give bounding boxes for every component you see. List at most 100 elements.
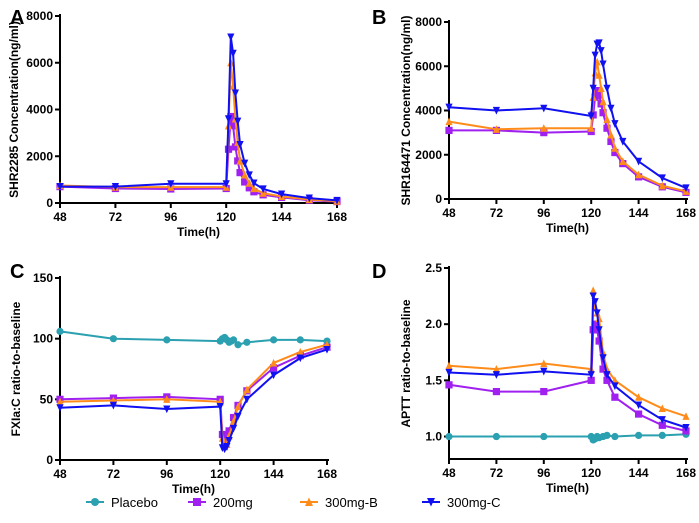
- data-point: [236, 140, 244, 149]
- data-point: [599, 97, 607, 106]
- y-tick-label: 150: [33, 271, 53, 285]
- series-300mg-c: [445, 292, 690, 432]
- series-line: [449, 87, 687, 194]
- data-point: [229, 49, 237, 58]
- data-point: [243, 338, 251, 346]
- y-tick-label: 2000: [415, 148, 442, 162]
- y-tick-label: 50: [40, 392, 54, 406]
- legend: Placebo 200mg 300mg-B 300mg-C: [86, 495, 500, 510]
- data-point: [619, 137, 627, 146]
- data-point: [492, 371, 500, 379]
- series-placebo: [56, 327, 331, 349]
- data-point: [445, 103, 453, 112]
- data-point: [163, 405, 171, 414]
- data-point: [599, 109, 607, 117]
- data-point: [234, 402, 242, 411]
- data-point: [270, 358, 278, 367]
- y-tick-label: 100: [33, 332, 53, 346]
- data-point: [540, 387, 548, 396]
- data-point: [658, 431, 666, 440]
- data-point: [603, 431, 611, 440]
- legend-marker: [193, 498, 201, 506]
- data-point: [589, 292, 597, 301]
- x-tick-label: 168: [676, 206, 696, 220]
- data-point: [229, 336, 238, 344]
- data-point: [234, 412, 242, 421]
- series-line: [448, 290, 687, 418]
- data-point: [635, 170, 643, 179]
- series-line: [59, 62, 338, 203]
- data-point: [250, 184, 258, 193]
- data-point: [234, 157, 242, 165]
- data-point: [492, 125, 500, 133]
- data-point: [658, 421, 666, 429]
- data-point: [278, 190, 286, 199]
- data-point: [658, 416, 666, 424]
- data-point: [587, 112, 595, 121]
- data-point: [599, 60, 607, 69]
- y-tick-label: 2.5: [425, 261, 442, 275]
- y-tick-label: 6000: [26, 56, 53, 70]
- series-300mg-b: [445, 286, 690, 420]
- data-point: [241, 170, 249, 179]
- data-point: [445, 432, 453, 441]
- data-point: [593, 86, 601, 95]
- data-point: [333, 196, 341, 205]
- data-point: [227, 33, 235, 42]
- series-line: [448, 295, 687, 429]
- data-point: [223, 443, 231, 451]
- x-tick-label: 120: [581, 466, 601, 480]
- data-point: [658, 404, 666, 413]
- x-tick-label: 48: [53, 210, 67, 224]
- data-point: [593, 309, 601, 318]
- data-point: [245, 179, 253, 187]
- data-point: [540, 432, 548, 441]
- data-point: [163, 395, 171, 403]
- series-300mg-c: [56, 345, 331, 454]
- x-tick-label: 168: [676, 466, 696, 480]
- x-tick-label: 96: [537, 206, 551, 220]
- x-tick-label: 96: [160, 467, 174, 481]
- data-point: [222, 180, 230, 188]
- legend-item-200mg: 200mg: [188, 495, 253, 510]
- data-point: [682, 184, 690, 193]
- data-point: [445, 117, 453, 126]
- y-tick-label: 1.5: [425, 373, 442, 387]
- data-point: [250, 179, 258, 188]
- data-point: [445, 381, 453, 389]
- data-point: [611, 148, 619, 157]
- x-tick-label: 48: [442, 206, 456, 220]
- data-point: [540, 367, 548, 376]
- series-line: [448, 321, 687, 432]
- x-axis-title: Time(h): [172, 482, 215, 496]
- data-point: [603, 376, 611, 384]
- data-point: [236, 156, 244, 165]
- x-axis-title: Time(h): [546, 481, 589, 495]
- data-point: [270, 364, 278, 372]
- data-point: [109, 401, 117, 410]
- data-point: [540, 124, 548, 132]
- series-placebo: [445, 430, 690, 444]
- data-point: [245, 171, 253, 180]
- data-point: [595, 91, 603, 99]
- y-tick-label: 6000: [415, 59, 442, 73]
- x-tick-label: 72: [490, 466, 504, 480]
- x-axis-title: Time(h): [177, 225, 220, 239]
- x-tick-label: 72: [107, 467, 121, 481]
- chart-panel-b: B 0 2000 4000 6000 8000 48 72 96 120 144 168 Time(h)…: [372, 7, 696, 235]
- data-point: [595, 39, 603, 48]
- data-point: [595, 337, 603, 345]
- data-point: [635, 157, 643, 166]
- data-point: [241, 159, 249, 168]
- y-tick-label: 8000: [26, 9, 53, 23]
- data-point: [607, 137, 615, 146]
- legend-item-placebo: Placebo: [86, 495, 158, 510]
- data-point: [611, 382, 619, 391]
- data-point: [492, 106, 500, 115]
- x-tick-label: 48: [442, 466, 456, 480]
- data-point: [245, 184, 253, 192]
- data-point: [540, 104, 548, 113]
- data-point: [595, 326, 603, 334]
- data-point: [270, 336, 278, 344]
- data-point: [591, 51, 599, 60]
